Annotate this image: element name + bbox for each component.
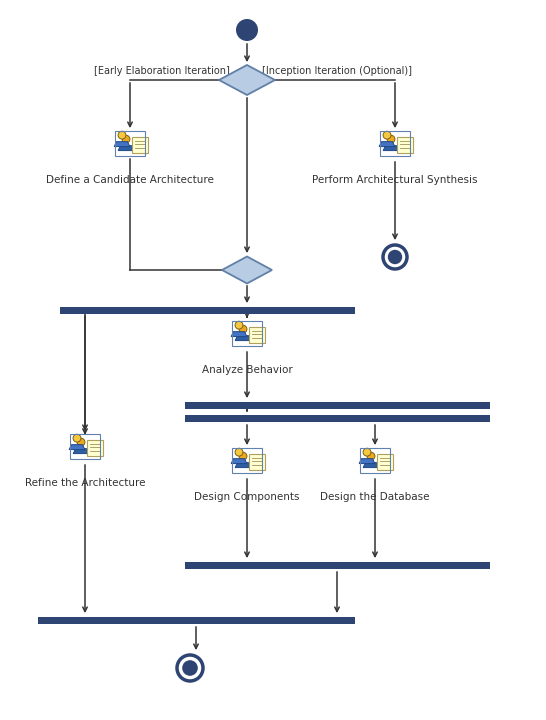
Circle shape (73, 434, 81, 442)
Circle shape (122, 135, 130, 143)
Circle shape (383, 245, 407, 269)
FancyBboxPatch shape (87, 441, 103, 456)
Text: Design the Database: Design the Database (321, 492, 430, 502)
Bar (38, 616, 355, 624)
Polygon shape (383, 145, 399, 150)
Bar (185, 415, 490, 421)
Circle shape (118, 131, 126, 139)
Circle shape (77, 438, 85, 446)
Text: Define a Candidate Architecture: Define a Candidate Architecture (46, 175, 214, 185)
Circle shape (363, 449, 371, 456)
Circle shape (367, 452, 375, 460)
Text: [Inception Iteration (Optional)]: [Inception Iteration (Optional)] (262, 66, 412, 76)
Text: Refine the Architecture: Refine the Architecture (25, 478, 145, 488)
Bar (60, 307, 355, 313)
Bar (185, 562, 490, 569)
Polygon shape (235, 463, 251, 467)
Polygon shape (222, 256, 272, 284)
Circle shape (383, 131, 391, 139)
Polygon shape (69, 445, 85, 449)
Polygon shape (231, 332, 247, 336)
Circle shape (235, 449, 243, 456)
Polygon shape (231, 459, 247, 464)
Circle shape (235, 321, 243, 329)
Circle shape (177, 655, 203, 681)
Bar (185, 402, 490, 408)
FancyBboxPatch shape (249, 328, 265, 343)
Circle shape (387, 135, 395, 143)
FancyBboxPatch shape (377, 454, 393, 470)
Circle shape (239, 452, 247, 460)
Polygon shape (379, 142, 395, 147)
Polygon shape (118, 145, 134, 150)
Polygon shape (114, 142, 130, 147)
Text: Design Components: Design Components (194, 492, 300, 502)
Circle shape (388, 250, 402, 264)
Polygon shape (359, 459, 375, 464)
Polygon shape (219, 65, 275, 95)
FancyBboxPatch shape (249, 454, 265, 470)
FancyBboxPatch shape (397, 138, 413, 153)
Text: Analyze Behavior: Analyze Behavior (201, 365, 292, 375)
Polygon shape (235, 336, 251, 341)
Polygon shape (73, 449, 89, 454)
Text: Perform Architectural Synthesis: Perform Architectural Synthesis (312, 175, 478, 185)
Circle shape (182, 660, 198, 676)
FancyBboxPatch shape (132, 138, 147, 153)
Circle shape (239, 325, 247, 333)
Circle shape (236, 19, 258, 41)
Text: [Early Elaboration Iteration]: [Early Elaboration Iteration] (94, 66, 230, 76)
Polygon shape (363, 463, 379, 467)
